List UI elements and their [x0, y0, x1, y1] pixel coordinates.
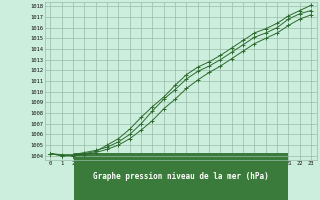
X-axis label: Graphe pression niveau de la mer (hPa): Graphe pression niveau de la mer (hPa)	[93, 172, 269, 181]
